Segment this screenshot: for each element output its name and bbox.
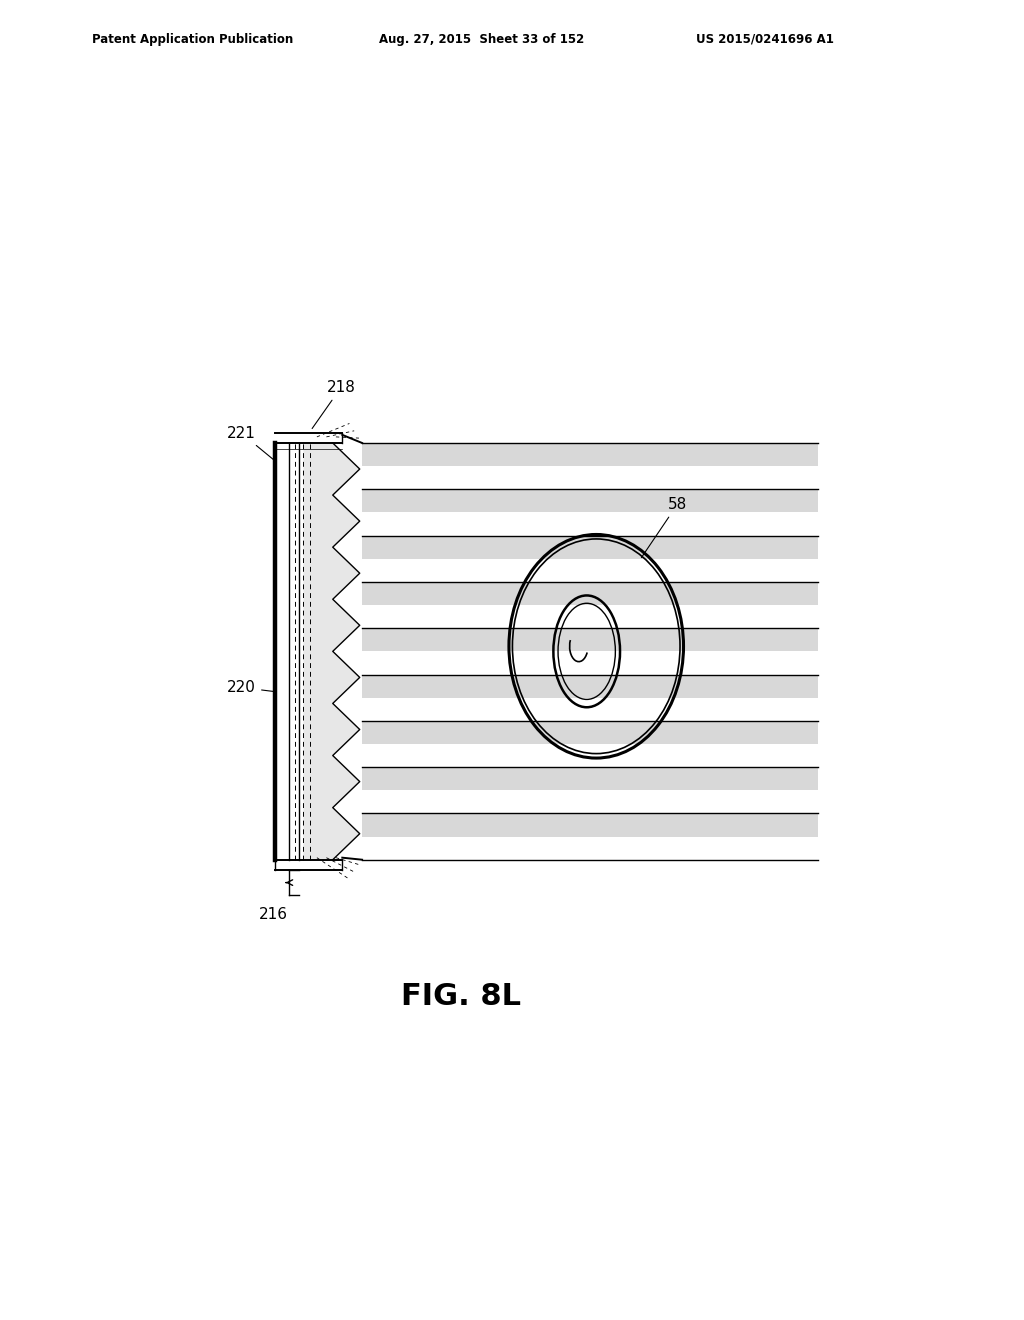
Text: 58: 58 (641, 498, 687, 557)
FancyBboxPatch shape (362, 675, 818, 698)
Text: FIG. 8L: FIG. 8L (401, 982, 521, 1011)
Text: 220: 220 (227, 680, 275, 696)
FancyBboxPatch shape (362, 721, 818, 744)
FancyBboxPatch shape (362, 444, 818, 466)
Text: 218: 218 (312, 380, 355, 429)
FancyBboxPatch shape (362, 813, 818, 837)
FancyBboxPatch shape (362, 490, 818, 512)
Polygon shape (303, 444, 359, 859)
Text: US 2015/0241696 A1: US 2015/0241696 A1 (696, 33, 835, 46)
FancyBboxPatch shape (362, 582, 818, 605)
Text: 221: 221 (227, 426, 275, 462)
FancyBboxPatch shape (362, 628, 818, 651)
Text: 216: 216 (259, 907, 288, 923)
FancyBboxPatch shape (362, 536, 818, 558)
FancyBboxPatch shape (362, 767, 818, 791)
Text: Patent Application Publication: Patent Application Publication (92, 33, 294, 46)
Text: Aug. 27, 2015  Sheet 33 of 152: Aug. 27, 2015 Sheet 33 of 152 (379, 33, 584, 46)
